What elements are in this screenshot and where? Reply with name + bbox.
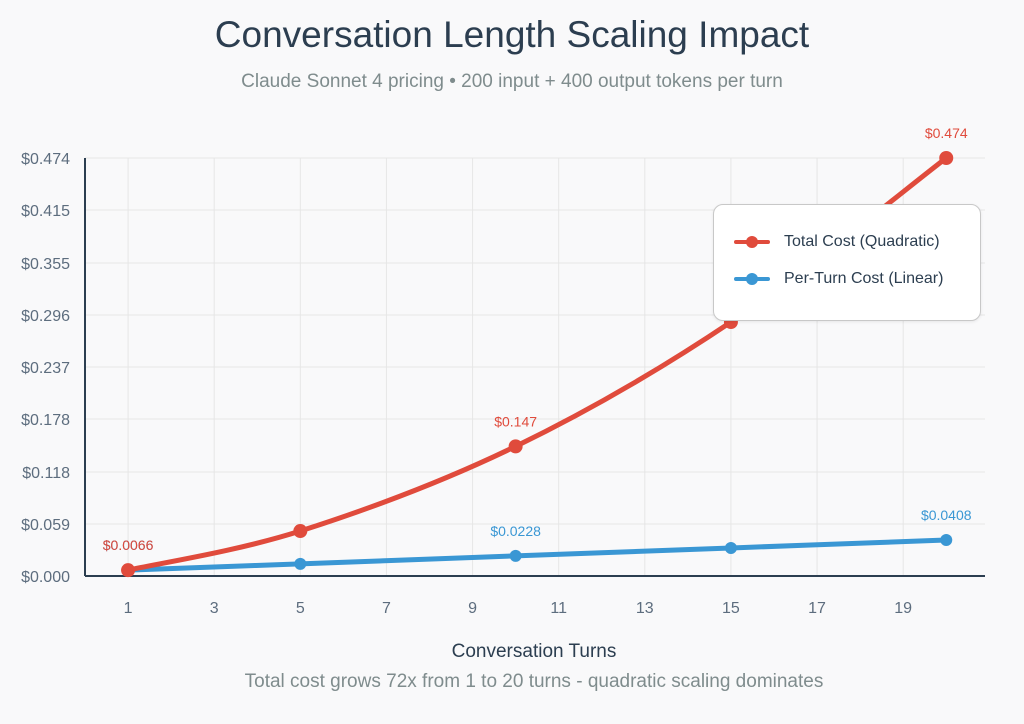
- data-point-total: [939, 151, 954, 165]
- x-tick-label: 19: [894, 600, 912, 617]
- chart-caption: Total cost grows 72x from 1 to 20 turns …: [244, 671, 824, 692]
- legend-dot-per-turn: [746, 273, 758, 285]
- legend-swatch-total: [732, 231, 772, 253]
- data-labels: $0.0066$0.0228$0.0408$0.0066$0.147$0.474: [103, 125, 972, 553]
- y-tick-label: $0.474: [21, 151, 70, 168]
- data-label-per-turn: $0.0066: [103, 537, 154, 553]
- tick-labels: $0.000 $0.059 $0.118 $0.178 $0.237 $0.296 $0.3…: [21, 151, 912, 617]
- legend-label-total: Total Cost (Quadratic): [784, 233, 940, 250]
- y-tick-label: $0.296: [21, 308, 70, 325]
- data-label-per-turn: $0.0228: [490, 523, 541, 539]
- y-tick-label: $0.237: [21, 360, 70, 377]
- data-label-total: $0.0066: [103, 537, 154, 553]
- x-tick-label: 15: [722, 600, 740, 617]
- legend-swatch-per-turn: [732, 268, 772, 290]
- data-point-per-turn: [509, 549, 522, 562]
- x-tick-label: 3: [210, 600, 219, 617]
- x-axis-label: Conversation Turns: [451, 641, 617, 662]
- data-point-per-turn: [294, 557, 307, 570]
- x-tick-label: 1: [124, 600, 133, 617]
- y-tick-label: $0.118: [22, 465, 70, 482]
- x-tick-label: 11: [550, 600, 567, 617]
- data-point-per-turn: [724, 541, 737, 554]
- chart-legend: Total Cost (Quadratic) Per-Turn Cost (Li…: [713, 204, 981, 321]
- y-tick-label: $0.059: [21, 517, 70, 534]
- x-tick-label: 13: [636, 600, 654, 617]
- y-tick-label: $0.000: [21, 569, 70, 586]
- x-tick-label: 9: [468, 600, 477, 617]
- legend-dot-total: [746, 236, 758, 248]
- legend-item-per-turn[interactable]: Per-Turn Cost (Linear): [732, 268, 943, 290]
- data-point-total: [121, 563, 136, 578]
- data-point-total: [508, 439, 523, 454]
- legend-label-per-turn: Per-Turn Cost (Linear): [784, 270, 944, 287]
- y-tick-label: $0.178: [21, 412, 70, 429]
- y-tick-label: $0.355: [21, 256, 70, 273]
- legend-item-total[interactable]: Total Cost (Quadratic): [732, 231, 940, 253]
- data-label-total: $0.474: [925, 125, 968, 141]
- y-tick-label: $0.415: [21, 203, 70, 220]
- chart-subtitle: Claude Sonnet 4 pricing • 200 input + 40…: [241, 71, 783, 92]
- x-tick-label: 5: [296, 600, 305, 617]
- data-label-per-turn: $0.0408: [921, 507, 972, 523]
- x-tick-label: 7: [382, 600, 391, 617]
- data-label-total: $0.147: [494, 413, 537, 429]
- x-tick-label: 17: [808, 600, 826, 617]
- axes: [84, 158, 985, 577]
- chart-title: Conversation Length Scaling Impact: [214, 14, 810, 55]
- data-point-per-turn: [940, 534, 953, 547]
- data-point-total: [293, 524, 308, 539]
